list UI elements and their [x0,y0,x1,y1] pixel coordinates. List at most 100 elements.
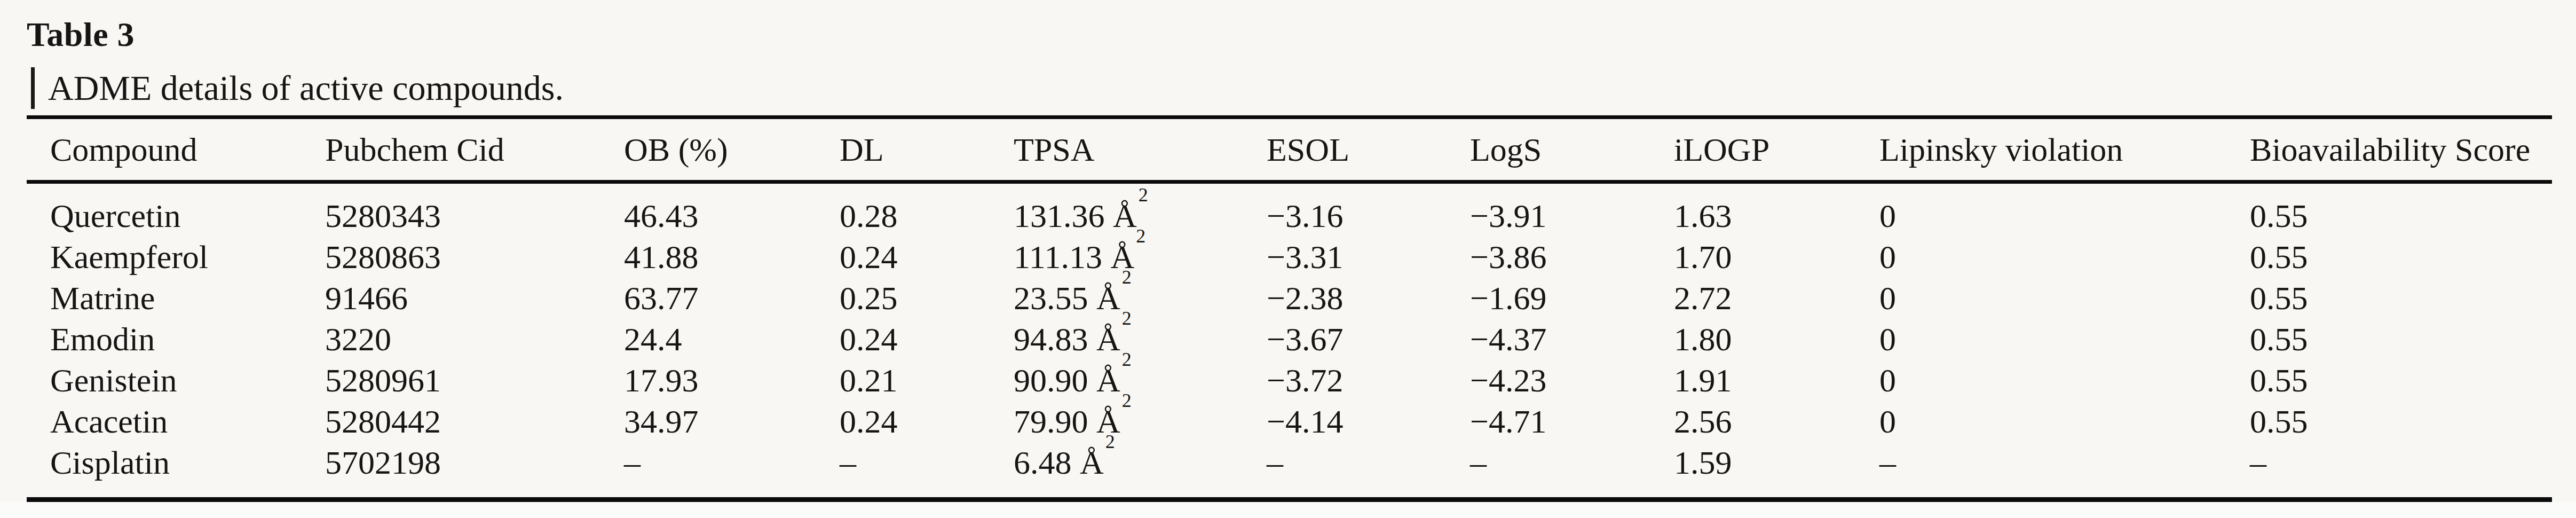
cell-ilogp: 1.59 [1674,442,1879,500]
cell-lipinsky-violation: 0 [1879,360,2250,401]
table-row-kaempferol: Kaempferol 5280863 41.88 0.24 111.13 Å2 … [27,237,2552,278]
cell-logs: −1.69 [1470,278,1674,319]
cell-dl: 0.24 [840,401,1014,442]
cell-ilogp: 1.70 [1674,237,1879,278]
cell-pubchem-cid: 5280961 [325,360,624,401]
cell-dl: 0.21 [840,360,1014,401]
cell-ilogp: 2.56 [1674,401,1879,442]
cell-compound: Quercetin [27,182,325,237]
cell-ilogp: 1.63 [1674,182,1879,237]
cell-bioavailability-score: – [2250,442,2552,500]
column-header-dl: DL [840,117,1014,182]
page-margin-band [0,502,2576,518]
cell-lipinsky-violation: 0 [1879,401,2250,442]
cell-ob-percent: 46.43 [624,182,840,237]
table-row-quercetin: Quercetin 5280343 46.43 0.28 131.36 Å2 −… [27,182,2552,237]
tpsa-exponent: 2 [1105,431,1115,452]
cell-esol: −2.38 [1267,278,1470,319]
cell-lipinsky-violation: 0 [1879,278,2250,319]
paper-table-page: Table 3 ADME details of active compounds… [0,0,2576,518]
cell-esol: −3.72 [1267,360,1470,401]
column-header-pubchem-cid: Pubchem Cid [325,117,624,182]
cell-tpsa: 23.55 Å2 [1014,278,1267,319]
cell-logs: −4.71 [1470,401,1674,442]
tpsa-exponent: 2 [1122,390,1132,411]
table-caption: ADME details of active compounds. [31,67,564,109]
cell-dl: – [840,442,1014,500]
cell-ob-percent: 34.97 [624,401,840,442]
cell-esol: −3.67 [1267,319,1470,360]
column-header-compound: Compound [27,117,325,182]
table-row-cisplatin: Cisplatin 5702198 – – 6.48 Å2 – – 1.59 –… [27,442,2552,500]
tpsa-value: 111.13 Å [1014,239,1134,275]
cell-ob-percent: 41.88 [624,237,840,278]
cell-pubchem-cid: 5280863 [325,237,624,278]
cell-pubchem-cid: 91466 [325,278,624,319]
cell-ilogp: 1.80 [1674,319,1879,360]
tpsa-exponent: 2 [1136,225,1145,247]
cell-ob-percent: – [624,442,840,500]
cell-pubchem-cid: 3220 [325,319,624,360]
cell-esol: −3.31 [1267,237,1470,278]
cell-tpsa: 94.83 Å2 [1014,319,1267,360]
column-header-tpsa: TPSA [1014,117,1267,182]
cell-ob-percent: 24.4 [624,319,840,360]
cell-logs: −3.91 [1470,182,1674,237]
cell-logs: −3.86 [1470,237,1674,278]
cell-tpsa: 79.90 Å2 [1014,401,1267,442]
column-header-esol: ESOL [1267,117,1470,182]
cell-lipinsky-violation: 0 [1879,237,2250,278]
cell-ob-percent: 63.77 [624,278,840,319]
cell-dl: 0.24 [840,237,1014,278]
cell-bioavailability-score: 0.55 [2250,360,2552,401]
column-header-lipinsky-violation: Lipinsky violation [1879,117,2250,182]
tpsa-exponent: 2 [1122,266,1132,288]
cell-lipinsky-violation: 0 [1879,182,2250,237]
table-row-matrine: Matrine 91466 63.77 0.25 23.55 Å2 −2.38 … [27,278,2552,319]
cell-pubchem-cid: 5280442 [325,401,624,442]
cell-tpsa: 90.90 Å2 [1014,360,1267,401]
cell-logs: −4.37 [1470,319,1674,360]
cell-lipinsky-violation: – [1879,442,2250,500]
table-row-acacetin: Acacetin 5280442 34.97 0.24 79.90 Å2 −4.… [27,401,2552,442]
cell-dl: 0.25 [840,278,1014,319]
cell-esol: −4.14 [1267,401,1470,442]
cell-dl: 0.28 [840,182,1014,237]
cell-pubchem-cid: 5280343 [325,182,624,237]
tpsa-value: 131.36 Å [1014,198,1137,234]
tpsa-value: 6.48 Å [1014,444,1104,481]
cell-tpsa: 111.13 Å2 [1014,237,1267,278]
tpsa-value: 23.55 Å [1014,280,1120,316]
cell-pubchem-cid: 5702198 [325,442,624,500]
cell-ilogp: 1.91 [1674,360,1879,401]
cell-lipinsky-violation: 0 [1879,319,2250,360]
table-row-emodin: Emodin 3220 24.4 0.24 94.83 Å2 −3.67 −4.… [27,319,2552,360]
cell-tpsa: 6.48 Å2 [1014,442,1267,500]
column-header-bioavailability-score: Bioavailability Score [2250,117,2552,182]
cell-logs: −4.23 [1470,360,1674,401]
cell-bioavailability-score: 0.55 [2250,278,2552,319]
cell-compound: Kaempferol [27,237,325,278]
cell-logs: – [1470,442,1674,500]
header-row: Compound Pubchem Cid OB (%) DL TPSA ESOL… [27,117,2552,182]
cell-bioavailability-score: 0.55 [2250,237,2552,278]
column-header-ob-percent: OB (%) [624,117,840,182]
cell-bioavailability-score: 0.55 [2250,319,2552,360]
tpsa-value: 94.83 Å [1014,321,1120,357]
column-header-ilogp: iLOGP [1674,117,1879,182]
cell-compound: Matrine [27,278,325,319]
table-row-genistein: Genistein 5280961 17.93 0.21 90.90 Å2 −3… [27,360,2552,401]
cell-dl: 0.24 [840,319,1014,360]
column-header-logs: LogS [1470,117,1674,182]
table-number-label: Table 3 [27,16,135,53]
cell-ob-percent: 17.93 [624,360,840,401]
cell-compound: Emodin [27,319,325,360]
cell-bioavailability-score: 0.55 [2250,401,2552,442]
cell-esol: – [1267,442,1470,500]
adme-table: Compound Pubchem Cid OB (%) DL TPSA ESOL… [27,115,2552,502]
cell-compound: Acacetin [27,401,325,442]
cell-bioavailability-score: 0.55 [2250,182,2552,237]
cell-esol: −3.16 [1267,182,1470,237]
cell-compound: Genistein [27,360,325,401]
tpsa-value: 79.90 Å [1014,403,1120,439]
